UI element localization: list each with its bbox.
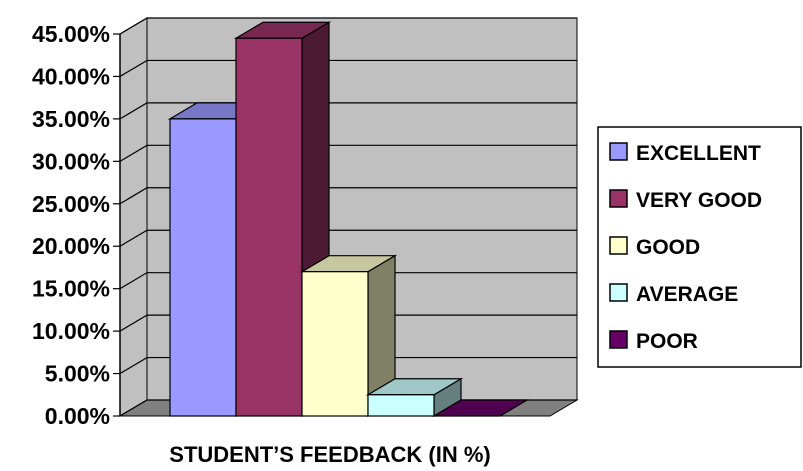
gridline: [119, 102, 577, 120]
bar-front: [235, 37, 303, 417]
legend-label: AVERAGE: [636, 283, 738, 306]
y-tick-label: 0.00%: [45, 403, 110, 429]
y-tick-label: 35.00%: [32, 106, 110, 132]
y-tick-label: 20.00%: [32, 233, 110, 259]
legend-swatch: [609, 330, 628, 349]
side-wall: [119, 17, 148, 417]
gridline: [119, 17, 577, 35]
bar-top: [431, 399, 530, 417]
gridline: [119, 314, 577, 332]
legend-swatch: [609, 236, 628, 255]
bar-poor: [431, 399, 530, 417]
gridline: [119, 187, 577, 205]
bar-good: [299, 254, 398, 418]
bar-front: [169, 118, 237, 417]
legend-box: [597, 126, 802, 368]
y-tick-label: 30.00%: [32, 148, 110, 174]
bars: [167, 21, 530, 418]
bar-front: [301, 271, 369, 417]
y-tick-label: 40.00%: [32, 63, 110, 89]
y-axis-ticks: 0.00% 5.00% 10.00% 15.00% 20.00% 25.00% 30.00%…: [32, 21, 121, 429]
legend-label: GOOD: [636, 236, 700, 259]
legend-swatch: [609, 142, 628, 161]
legend-label: EXCELLENT: [636, 142, 761, 165]
y-tick-label: 5.00%: [45, 361, 110, 387]
legend: EXCELLENT VERY GOOD GOOD AVERAGE POOR: [597, 126, 802, 368]
gridline: [119, 356, 577, 375]
gridlines: [119, 17, 577, 417]
y-tick-label: 25.00%: [32, 191, 110, 217]
y-tick-label: 10.00%: [32, 318, 110, 344]
x-axis-title: STUDENT’S FEEDBACK (IN %): [169, 442, 490, 467]
legend-label: POOR: [636, 330, 698, 353]
bar-front: [367, 394, 435, 417]
y-tick-label: 15.00%: [32, 276, 110, 302]
gridline: [119, 144, 577, 162]
gridline: [119, 272, 577, 290]
gridline: [119, 229, 577, 247]
legend-swatch: [609, 189, 628, 208]
y-tick-label: 45.00%: [32, 21, 110, 47]
legend-label: VERY GOOD: [636, 189, 762, 212]
legend-swatch: [609, 283, 628, 302]
gridline: [119, 59, 577, 77]
